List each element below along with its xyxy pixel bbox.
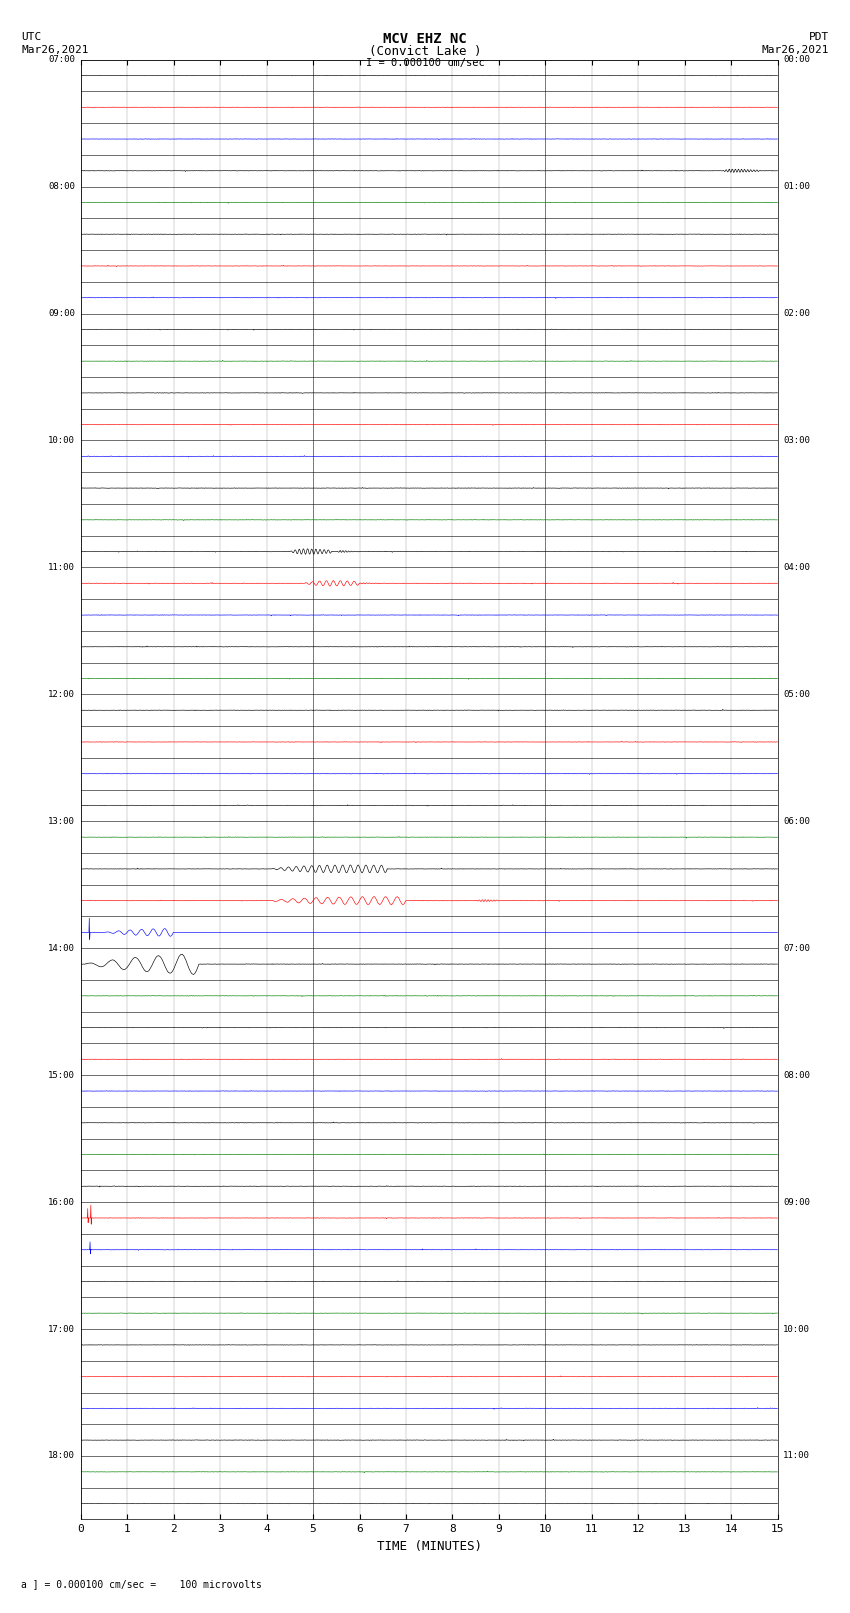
Text: (Convict Lake ): (Convict Lake ) <box>369 45 481 58</box>
Text: 11:00: 11:00 <box>784 1452 810 1460</box>
Text: 06:00: 06:00 <box>784 816 810 826</box>
Text: 08:00: 08:00 <box>784 1071 810 1079</box>
Text: Mar26,2021: Mar26,2021 <box>21 45 88 55</box>
Text: 07:00: 07:00 <box>784 944 810 953</box>
Text: 00:00: 00:00 <box>784 55 810 65</box>
Text: I = 0.000100 cm/sec: I = 0.000100 cm/sec <box>366 58 484 68</box>
Text: 17:00: 17:00 <box>48 1324 75 1334</box>
Text: 05:00: 05:00 <box>784 690 810 698</box>
Text: 02:00: 02:00 <box>784 310 810 318</box>
Text: 04:00: 04:00 <box>784 563 810 573</box>
Text: 13:00: 13:00 <box>48 816 75 826</box>
Text: PDT: PDT <box>808 32 829 42</box>
Text: 12:00: 12:00 <box>48 690 75 698</box>
Text: 03:00: 03:00 <box>784 436 810 445</box>
Text: 10:00: 10:00 <box>48 436 75 445</box>
Text: Mar26,2021: Mar26,2021 <box>762 45 829 55</box>
Text: a ] = 0.000100 cm/sec =    100 microvolts: a ] = 0.000100 cm/sec = 100 microvolts <box>21 1579 262 1589</box>
Text: UTC: UTC <box>21 32 42 42</box>
Text: 11:00: 11:00 <box>48 563 75 573</box>
Text: 14:00: 14:00 <box>48 944 75 953</box>
Text: 09:00: 09:00 <box>784 1197 810 1207</box>
Text: MCV EHZ NC: MCV EHZ NC <box>383 32 467 47</box>
Text: 15:00: 15:00 <box>48 1071 75 1079</box>
Text: 01:00: 01:00 <box>784 182 810 190</box>
Text: 07:00: 07:00 <box>48 55 75 65</box>
Text: 10:00: 10:00 <box>784 1324 810 1334</box>
Text: 18:00: 18:00 <box>48 1452 75 1460</box>
Text: 08:00: 08:00 <box>48 182 75 190</box>
X-axis label: TIME (MINUTES): TIME (MINUTES) <box>377 1540 482 1553</box>
Text: 09:00: 09:00 <box>48 310 75 318</box>
Text: 16:00: 16:00 <box>48 1197 75 1207</box>
